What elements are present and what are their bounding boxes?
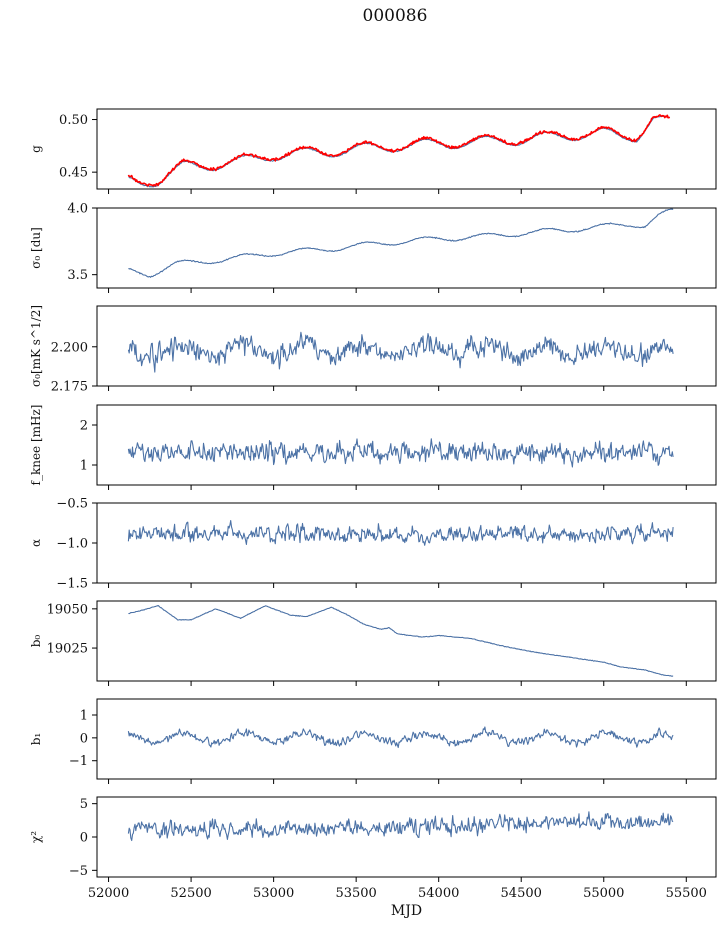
y-tick-label: 0.50	[59, 113, 88, 128]
y-tick-label: 19025	[47, 642, 88, 657]
series-line-1	[127, 726, 674, 749]
panel-1: 0.45 0.50 g	[29, 108, 717, 194]
series-line-2	[127, 114, 671, 187]
series-line-1	[127, 438, 674, 468]
panel-5: −1.5 −1.0 −0.5 α	[29, 497, 717, 592]
y-tick-label: 1	[80, 459, 88, 474]
x-tick-label: 53500	[335, 886, 376, 901]
y-tick-label: 2.200	[51, 340, 88, 355]
x-tick-label: 55500	[666, 886, 707, 901]
y-axis-label: b₁	[29, 733, 43, 746]
y-tick-label: 4.0	[67, 202, 88, 217]
figure-title: 000086	[362, 6, 428, 26]
x-tick-label: 55000	[583, 886, 624, 901]
panel-4: 1 2 f_knee [mHz]	[29, 404, 717, 490]
series-line-1	[127, 331, 674, 373]
x-tick-label: 52000	[88, 886, 129, 901]
plot-frame	[96, 502, 717, 584]
plot-frame	[96, 305, 717, 387]
series-line-1	[128, 208, 674, 278]
y-axis-label: f_knee [mHz]	[29, 405, 43, 486]
series-line-1	[127, 811, 674, 842]
x-axis-label: MJD	[391, 903, 422, 919]
y-tick-label: 0.45	[59, 166, 88, 181]
panel-7: −1 0 1 b₁	[29, 698, 717, 784]
y-axis-label: σ₀[mK s^1/2]	[29, 305, 43, 387]
plot-frame	[96, 698, 717, 780]
x-tick-label: 54500	[501, 886, 542, 901]
series-line-1	[128, 604, 674, 677]
x-tick-label: 53000	[253, 886, 294, 901]
panel-3: 2.175 2.200 σ₀[mK s^1/2]	[29, 305, 717, 395]
y-tick-label: 3.5	[67, 268, 88, 283]
series-line-1	[127, 520, 674, 546]
y-axis-label: g	[29, 145, 43, 153]
series-line-1	[128, 115, 671, 188]
plot-frame	[96, 108, 717, 190]
panel-6: 19025 19050 b₀	[29, 600, 717, 686]
y-tick-label: 2	[80, 419, 88, 434]
y-tick-label: 5	[80, 797, 88, 812]
panel-8: −5 0 5 χ²	[29, 796, 717, 882]
y-tick-label: −0.5	[56, 497, 88, 512]
panel-2: 3.5 4.0 σ₀ [du]	[29, 202, 717, 293]
y-tick-label: −1	[69, 754, 88, 769]
y-tick-label: 0	[80, 831, 88, 846]
y-tick-label: 2.175	[51, 380, 88, 395]
x-tick-label: 52500	[170, 886, 211, 901]
y-axis-label: σ₀ [du]	[29, 227, 43, 269]
y-tick-label: −5	[69, 864, 88, 879]
y-tick-label: 1	[80, 709, 88, 724]
y-tick-label: −1.5	[56, 577, 88, 592]
y-tick-label: 0	[80, 731, 88, 746]
y-axis-label: χ²	[29, 831, 43, 843]
y-axis-label: b₀	[29, 635, 43, 648]
plot-frame	[96, 600, 717, 682]
plot-frame	[96, 404, 717, 486]
y-axis-label: α	[29, 539, 43, 547]
y-tick-label: 19050	[47, 602, 88, 617]
y-tick-label: −1.0	[56, 537, 88, 552]
plot-frame	[96, 796, 717, 878]
plot-frame	[96, 207, 717, 289]
x-tick-label: 54000	[418, 886, 459, 901]
